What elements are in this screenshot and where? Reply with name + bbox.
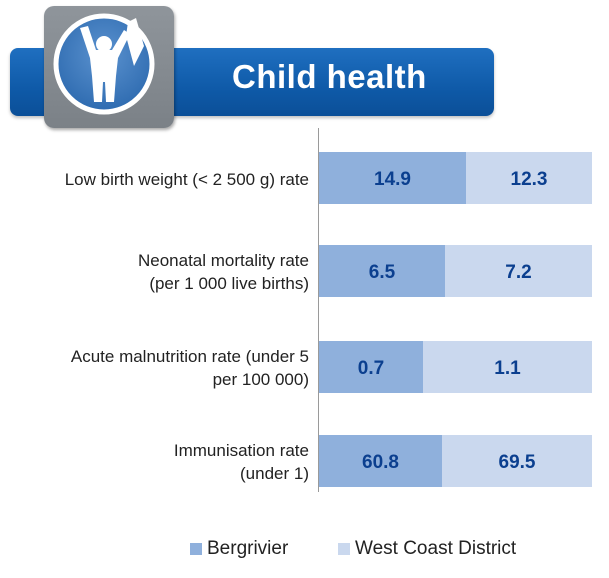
category-label-line: (per 1 000 live births) [149, 274, 309, 293]
data-label-bergrivier-2: 0.7 [358, 358, 384, 379]
child-raising-arms-icon [44, 6, 174, 128]
data-label-west-coast-district-2: 1.1 [494, 358, 521, 379]
data-label-west-coast-district-3: 69.5 [499, 452, 536, 473]
legend-item-west-coast-district: West Coast District [338, 538, 516, 560]
legend-label-west-coast-district: West Coast District [355, 538, 517, 559]
category-label-line: (under 1) [240, 464, 309, 483]
data-label-bergrivier-1: 6.5 [369, 262, 396, 283]
legend-swatch-west-coast-district [338, 543, 350, 555]
bar-bergrivier-1 [319, 245, 445, 297]
legend-swatch-bergrivier [190, 543, 202, 555]
category-label-line: per 100 000) [212, 370, 309, 389]
data-label-west-coast-district-0: 12.3 [511, 169, 548, 190]
bar-west-coast-district-1 [445, 245, 592, 297]
bar-bergrivier-0 [319, 152, 466, 204]
category-label-line: Neonatal mortality rate [137, 251, 309, 270]
legend-item-bergrivier: Bergrivier [190, 538, 288, 560]
category-label-line: Acute malnutrition rate (under 5 [70, 347, 309, 366]
category-label-line: Low birth weight (< 2 500 g) rate [64, 169, 309, 189]
category-label-line: Immunisation rate [173, 441, 309, 460]
data-label-bergrivier-0: 14.9 [374, 169, 411, 190]
bar-bergrivier-3 [319, 435, 442, 487]
bar-west-coast-district-2 [423, 341, 592, 393]
bar-west-coast-district-3 [442, 435, 592, 487]
legend-label-bergrivier: Bergrivier [207, 538, 289, 559]
bar-bergrivier-2 [319, 341, 423, 393]
category-label-3: Immunisation rate (under 1) [9, 439, 309, 485]
page-title: Child health [232, 58, 427, 95]
bar-west-coast-district-0 [466, 152, 592, 204]
data-label-west-coast-district-1: 7.2 [505, 262, 531, 283]
category-label-1: Neonatal mortality rate (per 1 000 live b… [9, 249, 309, 295]
category-label-2: Acute malnutrition rate (under 5 per 100 … [9, 345, 309, 391]
y-axis-line [318, 128, 319, 492]
legend: Bergrivier West Coast District [0, 538, 609, 562]
category-label-0: Low birth weight (< 2 500 g) rate [9, 168, 309, 191]
data-label-bergrivier-3: 60.8 [362, 452, 399, 473]
